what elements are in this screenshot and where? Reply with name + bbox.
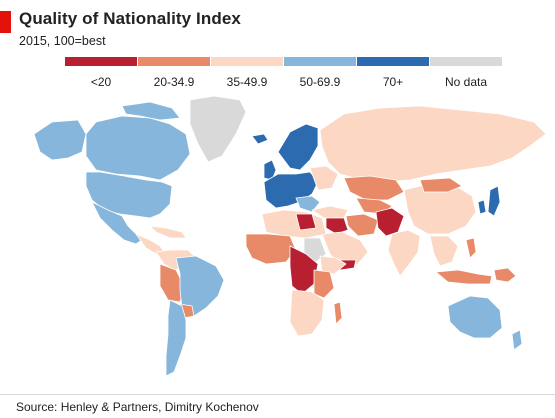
region-kazakhstan <box>343 175 405 201</box>
region-papua <box>493 267 517 283</box>
region-indonesia <box>435 269 493 285</box>
region-turkey <box>311 205 349 219</box>
legend-swatch <box>284 57 356 66</box>
region-alaska <box>33 119 87 161</box>
chart-title: Quality of Nationality Index <box>19 9 241 28</box>
region-uk-ireland <box>263 159 277 181</box>
region-iran <box>345 213 379 237</box>
legend-label: <20 <box>90 75 112 89</box>
region-southeast-asia <box>429 235 459 267</box>
legend-item-20-34: 20-34.9 <box>138 57 210 89</box>
region-australia <box>447 295 503 339</box>
region-peru-bolivia <box>159 263 185 303</box>
region-central-africa <box>289 245 319 295</box>
region-iceland <box>251 133 269 145</box>
region-west-africa <box>245 233 297 265</box>
legend: <20 20-34.9 35-49.9 50-69.9 70+ No data <box>65 57 502 89</box>
region-canada <box>85 115 191 181</box>
region-ukraine-belarus <box>309 165 339 191</box>
legend-label: 50-69.9 <box>299 75 341 89</box>
region-caribbean <box>149 225 187 239</box>
legend-item-70-plus: 70+ <box>357 57 429 89</box>
legend-swatch <box>357 57 429 66</box>
legend-swatch <box>211 57 283 66</box>
region-greenland <box>189 95 247 163</box>
legend-item-under-20: <20 <box>65 57 137 89</box>
legend-item-50-69: 50-69.9 <box>284 57 356 89</box>
chart-subtitle: 2015, 100=best <box>19 34 106 48</box>
region-canada-islands <box>121 101 181 121</box>
region-philippines <box>465 237 477 259</box>
region-east-africa <box>313 269 335 299</box>
region-balkans <box>295 195 321 213</box>
region-korea <box>477 199 487 215</box>
legend-label: 35-49.9 <box>226 75 268 89</box>
legend-swatch <box>138 57 210 66</box>
source-note: Source: Henley & Partners, Dimitry Koche… <box>16 400 259 414</box>
footer-divider <box>0 394 555 395</box>
region-mongolia <box>419 177 463 193</box>
region-argentina <box>165 299 187 377</box>
brand-accent-bar <box>0 11 11 33</box>
region-japan <box>487 185 501 217</box>
region-india <box>387 229 421 277</box>
region-brazil <box>175 255 225 317</box>
legend-item-no-data: No data <box>430 57 502 89</box>
legend-swatch <box>430 57 502 66</box>
legend-label: 70+ <box>382 75 404 89</box>
legend-label: No data <box>444 75 488 89</box>
region-madagascar <box>333 301 343 325</box>
legend-swatch <box>65 57 137 66</box>
region-usa <box>85 171 173 219</box>
legend-label: 20-34.9 <box>153 75 195 89</box>
world-map <box>0 94 555 390</box>
region-horn-of-africa <box>319 255 347 275</box>
region-afghanistan-pakistan <box>375 207 405 237</box>
region-southern-africa <box>289 289 325 337</box>
region-new-zealand <box>511 329 523 351</box>
region-scandinavia <box>277 123 319 171</box>
region-russia <box>319 105 547 183</box>
region-libya <box>295 213 317 231</box>
legend-item-35-49: 35-49.9 <box>211 57 283 89</box>
